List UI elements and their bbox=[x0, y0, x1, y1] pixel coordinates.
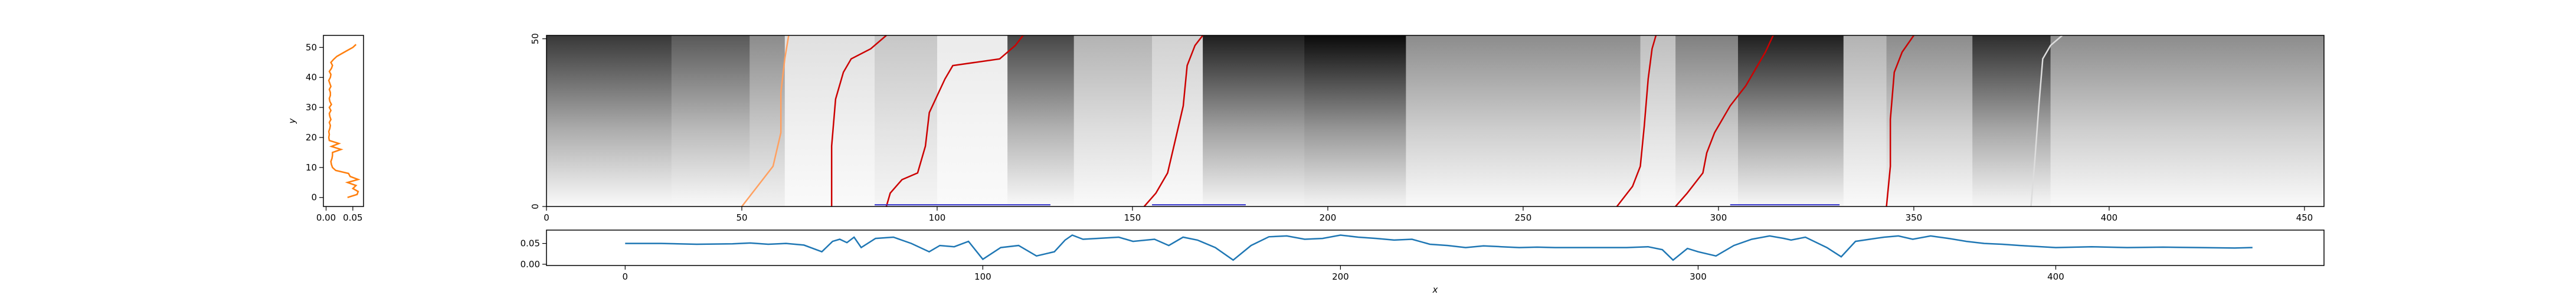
heatmap-xtick-label: 0 bbox=[544, 212, 549, 223]
heatmap-xtick-label: 250 bbox=[1515, 212, 1532, 223]
heatmap-path bbox=[885, 35, 1024, 207]
side-ytick-label: 20 bbox=[306, 132, 317, 143]
bottom-frame bbox=[546, 230, 2325, 266]
heatmap-path bbox=[1886, 35, 1914, 207]
heatmap-segment bbox=[1675, 35, 1739, 206]
heatmap-segment bbox=[671, 35, 750, 206]
heatmap-xtick-label: 200 bbox=[1320, 212, 1337, 223]
bottom-ytick-label: 0.00 bbox=[521, 259, 540, 270]
heatmap-segment bbox=[784, 35, 875, 206]
side-ytick-label: 30 bbox=[306, 102, 317, 113]
side-ytick-label: 40 bbox=[306, 72, 317, 83]
bottom-line-chart: 0 100 200 300 400 0.00 0.05 x bbox=[521, 230, 2325, 295]
heatmap-path bbox=[2030, 35, 2063, 207]
side-ytick-label: 0 bbox=[311, 192, 317, 203]
heatmap-segment bbox=[937, 35, 1008, 206]
heatmap-path bbox=[830, 35, 887, 206]
heatmap-segment bbox=[1007, 35, 1075, 206]
heatmap-xtick-label: 350 bbox=[1906, 212, 1923, 223]
heatmap-chart: 0 50 100 150 200 250 300 350 400 450 0 50 bbox=[530, 33, 2325, 223]
side-xtick-label: 0.00 bbox=[316, 212, 336, 223]
heatmap-path bbox=[1616, 35, 1657, 207]
heatmap-segment bbox=[1406, 35, 1641, 206]
bottom-xtick-label: 200 bbox=[1332, 271, 1349, 282]
bottom-xlabel: x bbox=[1432, 284, 1438, 295]
heatmap-xtick-label: 50 bbox=[736, 212, 747, 223]
heatmap-ytick-label: 0 bbox=[530, 204, 541, 209]
heatmap-segment bbox=[1304, 35, 1406, 206]
side-ylabel: y bbox=[287, 117, 297, 124]
bottom-xtick-label: 400 bbox=[2047, 271, 2064, 282]
bottom-xtick-label: 0 bbox=[623, 271, 629, 282]
side-ytick-label: 50 bbox=[306, 42, 317, 53]
bottom-series-line bbox=[625, 234, 2253, 261]
heatmap-path bbox=[1143, 35, 1204, 207]
side-profile-chart: 0.00 0.05 0 10 20 30 40 50 y bbox=[287, 35, 364, 223]
heatmap-segment bbox=[1203, 35, 1305, 206]
side-profile-line bbox=[328, 44, 361, 198]
heatmap-xtick-label: 300 bbox=[1710, 212, 1727, 223]
heatmap-segment bbox=[1073, 35, 1153, 206]
bottom-xtick-label: 300 bbox=[1690, 271, 1707, 282]
side-profile-frame bbox=[323, 35, 364, 207]
side-xtick-label: 0.05 bbox=[343, 212, 362, 223]
heatmap-xtick-label: 150 bbox=[1124, 212, 1141, 223]
heatmap-segment bbox=[1972, 35, 2051, 206]
heatmap-path bbox=[741, 35, 790, 207]
heatmap-path bbox=[1675, 35, 1774, 207]
heatmap-xtick-label: 400 bbox=[2101, 212, 2118, 223]
heatmap-segment bbox=[546, 35, 672, 206]
bottom-ytick-label: 0.05 bbox=[521, 238, 540, 249]
heatmap-segment bbox=[1640, 35, 1676, 206]
heatmap-segment bbox=[2050, 35, 2325, 206]
heatmap-xtick-label: 450 bbox=[2296, 212, 2313, 223]
heatmap-segment bbox=[1886, 35, 1973, 206]
side-ytick-label: 10 bbox=[306, 162, 317, 173]
heatmap-segment bbox=[749, 35, 785, 206]
heatmap-segment bbox=[1738, 35, 1844, 206]
heatmap-segment bbox=[1152, 35, 1203, 206]
heatmap-segment bbox=[1843, 35, 1887, 206]
bottom-xtick-label: 100 bbox=[974, 271, 991, 282]
heatmap-ytick-label: 50 bbox=[530, 33, 541, 44]
heatmap-xtick-label: 100 bbox=[929, 212, 946, 223]
heatmap-frame bbox=[546, 35, 2325, 207]
